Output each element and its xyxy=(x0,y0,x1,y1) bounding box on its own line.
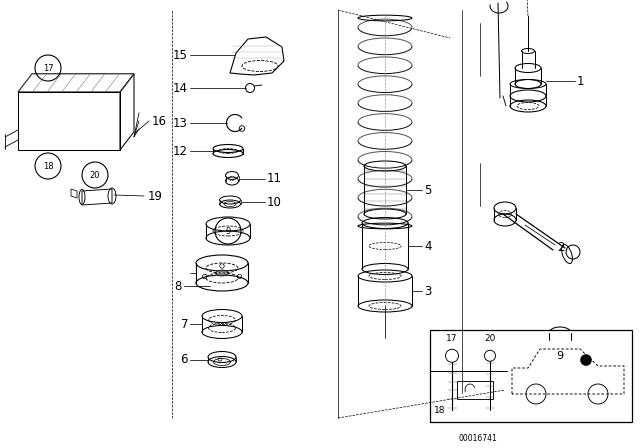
Text: 17: 17 xyxy=(43,64,53,73)
Text: 20: 20 xyxy=(90,171,100,180)
Text: 7: 7 xyxy=(180,318,188,331)
Text: 15: 15 xyxy=(173,48,188,61)
Text: 20: 20 xyxy=(484,333,496,343)
Text: 3: 3 xyxy=(424,284,431,297)
Text: 00016741: 00016741 xyxy=(458,434,497,443)
Text: 4: 4 xyxy=(424,240,431,253)
Circle shape xyxy=(580,354,592,366)
Text: 17: 17 xyxy=(446,333,458,343)
Text: 14: 14 xyxy=(173,82,188,95)
Text: 13: 13 xyxy=(173,116,188,129)
Text: 5: 5 xyxy=(424,184,431,197)
Text: 19: 19 xyxy=(148,190,163,202)
Text: 2: 2 xyxy=(557,241,564,254)
Text: 9: 9 xyxy=(225,227,230,236)
Text: 9: 9 xyxy=(556,351,564,361)
Text: 12: 12 xyxy=(173,145,188,158)
Bar xyxy=(430,330,632,422)
Text: 6: 6 xyxy=(180,353,188,366)
Text: 16: 16 xyxy=(152,115,167,128)
Text: 18: 18 xyxy=(435,405,445,414)
Text: 8: 8 xyxy=(174,280,181,293)
Text: 1: 1 xyxy=(577,74,584,87)
Text: 11: 11 xyxy=(267,172,282,185)
Text: 18: 18 xyxy=(43,161,53,171)
Text: 10: 10 xyxy=(267,195,282,208)
